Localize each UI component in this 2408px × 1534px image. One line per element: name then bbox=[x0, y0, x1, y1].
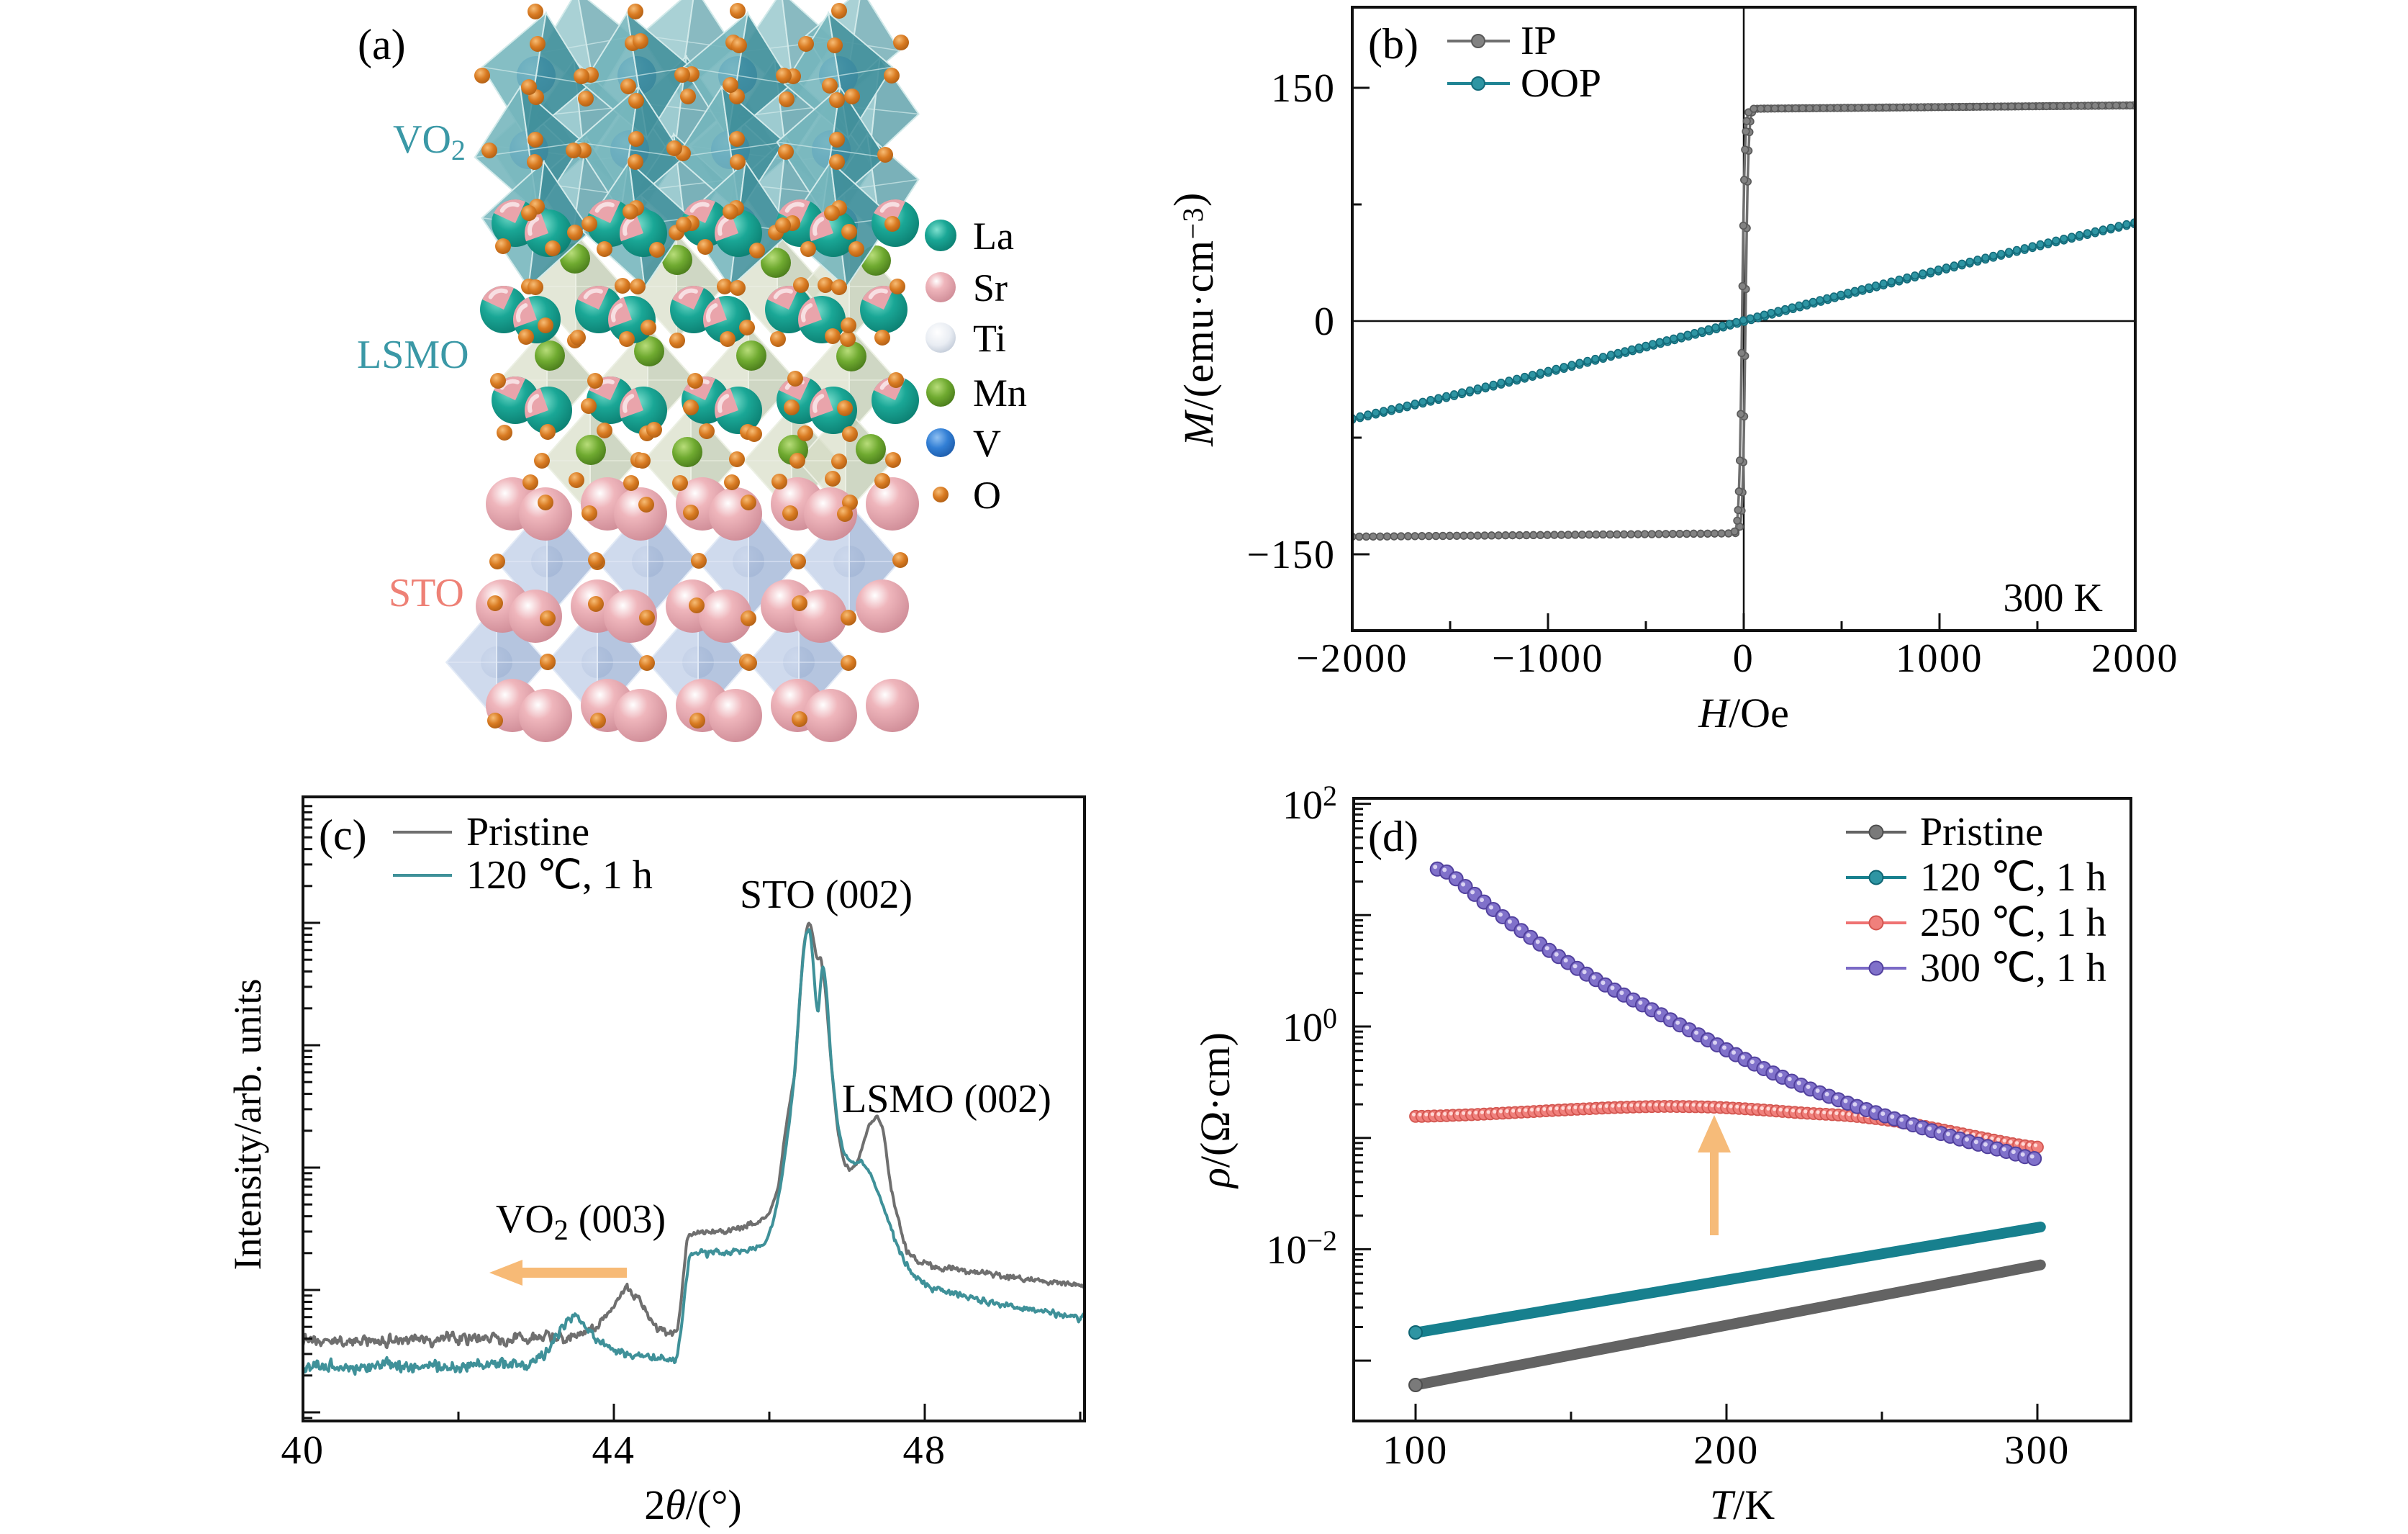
svg-text:0: 0 bbox=[1314, 299, 1336, 344]
svg-text:2000: 2000 bbox=[2091, 636, 2179, 681]
svg-text:(d): (d) bbox=[1368, 813, 1418, 860]
svg-text:Intensity/arb. units: Intensity/arb. units bbox=[226, 979, 269, 1271]
svg-text:LSMO (002): LSMO (002) bbox=[842, 1077, 1051, 1122]
svg-text:300 ℃, 1 h: 300 ℃, 1 h bbox=[1920, 946, 2106, 991]
svg-text:Sr: Sr bbox=[973, 266, 1008, 310]
svg-text:La: La bbox=[973, 215, 1014, 258]
svg-text:40: 40 bbox=[281, 1428, 325, 1473]
svg-text:O: O bbox=[973, 474, 1001, 517]
svg-text:(a): (a) bbox=[358, 21, 406, 68]
svg-text:V: V bbox=[973, 422, 1001, 465]
svg-text:Mn: Mn bbox=[973, 371, 1027, 415]
svg-text:0: 0 bbox=[1733, 636, 1755, 681]
svg-text:IP: IP bbox=[1521, 19, 1557, 63]
svg-text:STO: STO bbox=[389, 571, 464, 615]
svg-text:100: 100 bbox=[1382, 1428, 1449, 1473]
svg-text:2θ/(°): 2θ/(°) bbox=[644, 1481, 741, 1528]
svg-text:44: 44 bbox=[592, 1428, 636, 1473]
svg-text:Pristine: Pristine bbox=[466, 810, 589, 854]
svg-text:Pristine: Pristine bbox=[1920, 810, 2043, 854]
svg-text:−150: −150 bbox=[1246, 533, 1336, 577]
svg-text:VO2: VO2 bbox=[393, 117, 466, 166]
svg-text:Ti: Ti bbox=[973, 317, 1006, 360]
svg-text:(c): (c) bbox=[319, 811, 367, 859]
svg-text:VO2 (003): VO2 (003) bbox=[496, 1197, 666, 1246]
svg-text:300: 300 bbox=[2004, 1428, 2070, 1473]
svg-text:H/Oe: H/Oe bbox=[1698, 690, 1789, 736]
svg-text:1000: 1000 bbox=[1896, 636, 1983, 681]
svg-text:T/K: T/K bbox=[1710, 1481, 1775, 1528]
svg-text:48: 48 bbox=[903, 1428, 947, 1473]
svg-text:−1000: −1000 bbox=[1492, 636, 1604, 681]
svg-text:200: 200 bbox=[1693, 1428, 1760, 1473]
svg-text:120 ℃, 1 h: 120 ℃, 1 h bbox=[466, 853, 653, 898]
svg-text:100: 100 bbox=[1282, 1002, 1337, 1050]
svg-text:250 ℃, 1 h: 250 ℃, 1 h bbox=[1920, 901, 2106, 945]
svg-text:120 ℃, 1 h: 120 ℃, 1 h bbox=[1920, 855, 2106, 900]
svg-text:(b): (b) bbox=[1368, 20, 1418, 68]
svg-text:OOP: OOP bbox=[1521, 61, 1601, 106]
svg-text:150: 150 bbox=[1271, 66, 1336, 111]
svg-text:ρ/(Ω·cm): ρ/(Ω·cm) bbox=[1192, 1032, 1239, 1189]
svg-text:STO (002): STO (002) bbox=[740, 872, 913, 917]
svg-text:300 K: 300 K bbox=[2004, 576, 2103, 621]
svg-text:−2000: −2000 bbox=[1296, 636, 1408, 681]
svg-text:LSMO: LSMO bbox=[357, 333, 469, 377]
svg-text:102: 102 bbox=[1282, 780, 1337, 828]
